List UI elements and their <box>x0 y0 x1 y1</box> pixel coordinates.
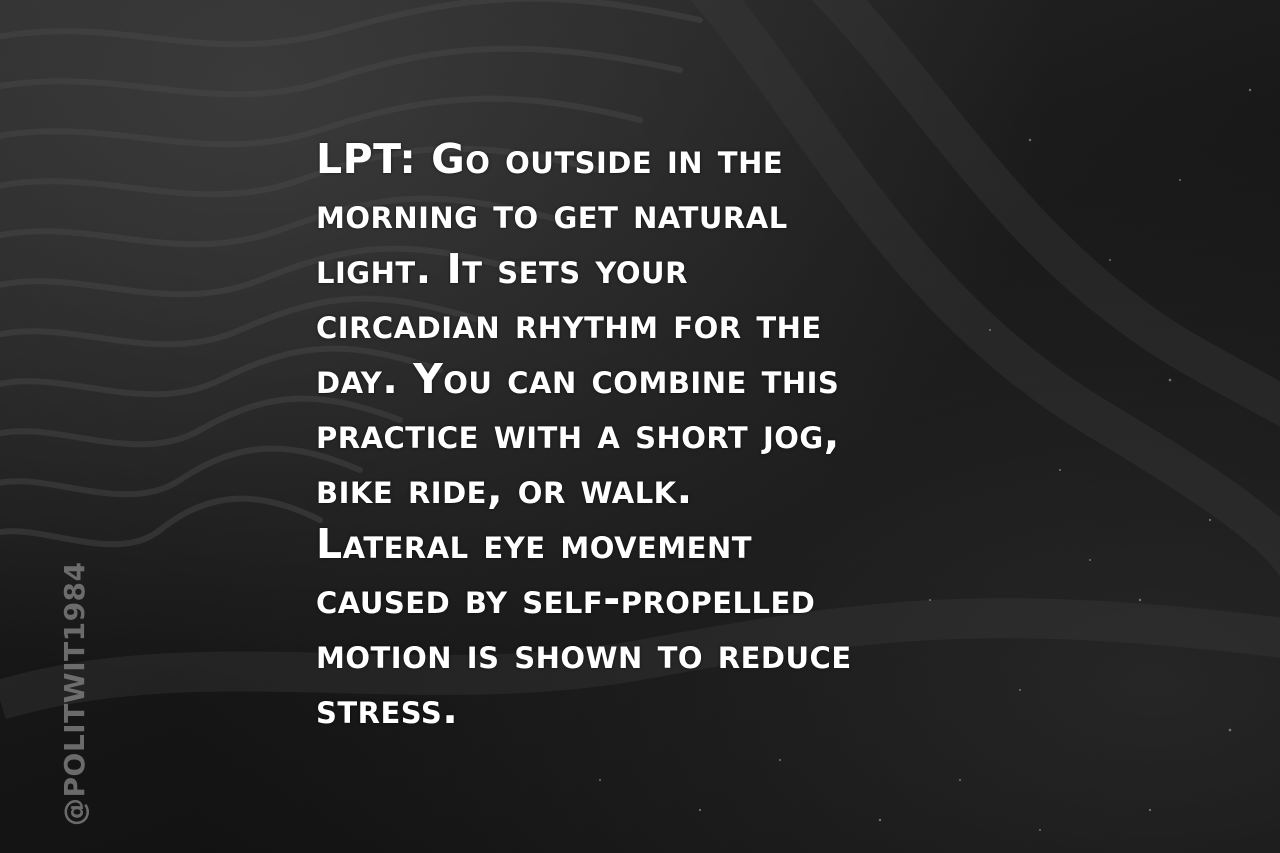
quote-line: practice with a short jog, <box>316 410 840 458</box>
quote-line: circadian rhythm for the <box>316 300 822 348</box>
quote-line: stress. <box>316 685 459 733</box>
quote-line: light. It sets your <box>316 245 688 293</box>
quote-line: day. You can combine this <box>316 355 840 403</box>
quote-line: bike ride, or walk. <box>316 465 693 513</box>
quote-line: LPT: Go outside in the <box>316 135 784 183</box>
quote-line: caused by self-propelled <box>316 575 816 623</box>
quote-line: motion is shown to reduce <box>316 630 852 678</box>
quote-line: Lateral eye movement <box>316 520 753 568</box>
quote-line: morning to get natural <box>316 190 788 238</box>
watermark-handle: @POLITWIT1984 <box>58 561 91 826</box>
life-pro-tip-quote: LPT: Go outside in the morning to get na… <box>316 132 996 737</box>
